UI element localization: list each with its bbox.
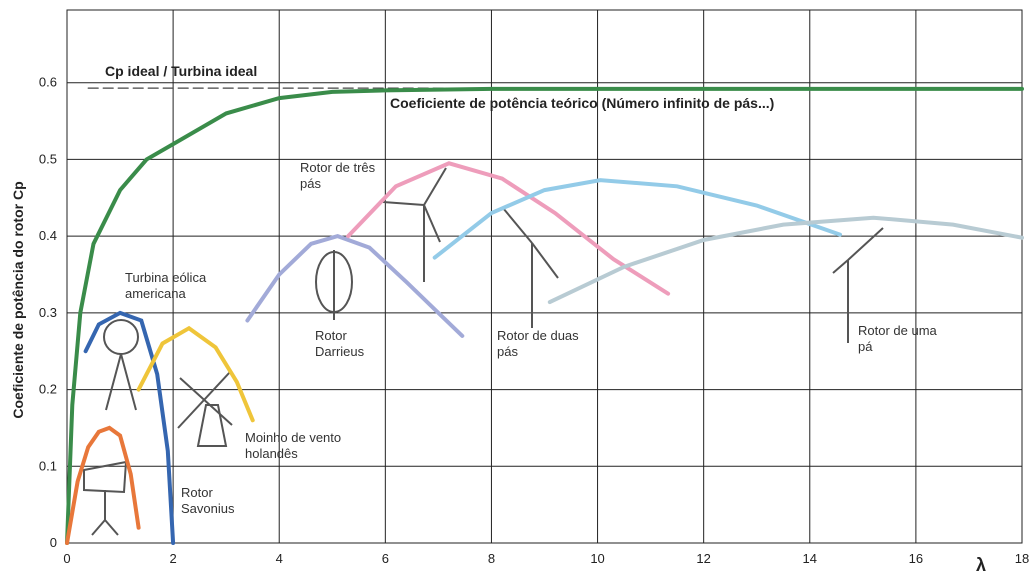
series-label: Moinho de vento holandês <box>245 430 357 462</box>
x-tick-label: 0 <box>63 551 70 566</box>
y-tick-label: 0.2 <box>39 382 57 397</box>
x-tick-label: 16 <box>909 551 923 566</box>
y-tick-label: 0 <box>50 535 57 550</box>
x-tick-label: 18 <box>1015 551 1029 566</box>
y-tick-label: 0.4 <box>39 228 57 243</box>
turbine-icons <box>84 168 883 535</box>
series-line <box>435 180 840 258</box>
y-tick-label: 0.1 <box>39 458 57 473</box>
series-line <box>67 428 139 543</box>
series-line <box>67 89 1022 543</box>
series-label: Cp ideal / Turbina ideal <box>105 63 257 79</box>
x-tick-label: 2 <box>169 551 176 566</box>
y-tick-label: 0.3 <box>39 305 57 320</box>
x-tick-label: 10 <box>590 551 604 566</box>
series-label: Rotor de uma pá <box>858 323 943 355</box>
x-tick-label: 14 <box>803 551 817 566</box>
x-tick-label: 4 <box>276 551 283 566</box>
y-tick-label: 0.6 <box>39 75 57 90</box>
series-label: Rotor de três pás <box>300 160 390 192</box>
series-label: Coeficiente de potência teórico (Número … <box>390 95 774 111</box>
series-label: Rotor de duas pás <box>497 328 592 360</box>
x-tick-label: 12 <box>696 551 710 566</box>
x-tick-label: 8 <box>488 551 495 566</box>
y-tick-label: 0.5 <box>39 151 57 166</box>
chart: 0 0.1 0.2 0.3 0.4 0.5 0.6 0 2 4 6 8 10 12 14 16 18 Coefi… <box>0 0 1033 575</box>
series-label: Rotor Savonius <box>181 485 243 517</box>
series-line <box>550 218 1022 302</box>
series-label: Rotor Darrieus <box>315 328 373 360</box>
x-tick-label: 6 <box>382 551 389 566</box>
series-label: Turbina eólica americana <box>125 270 225 302</box>
x-axis-label: λ <box>976 555 986 575</box>
y-axis-label: Coeficiente de potência do rotor Cp <box>10 181 26 418</box>
